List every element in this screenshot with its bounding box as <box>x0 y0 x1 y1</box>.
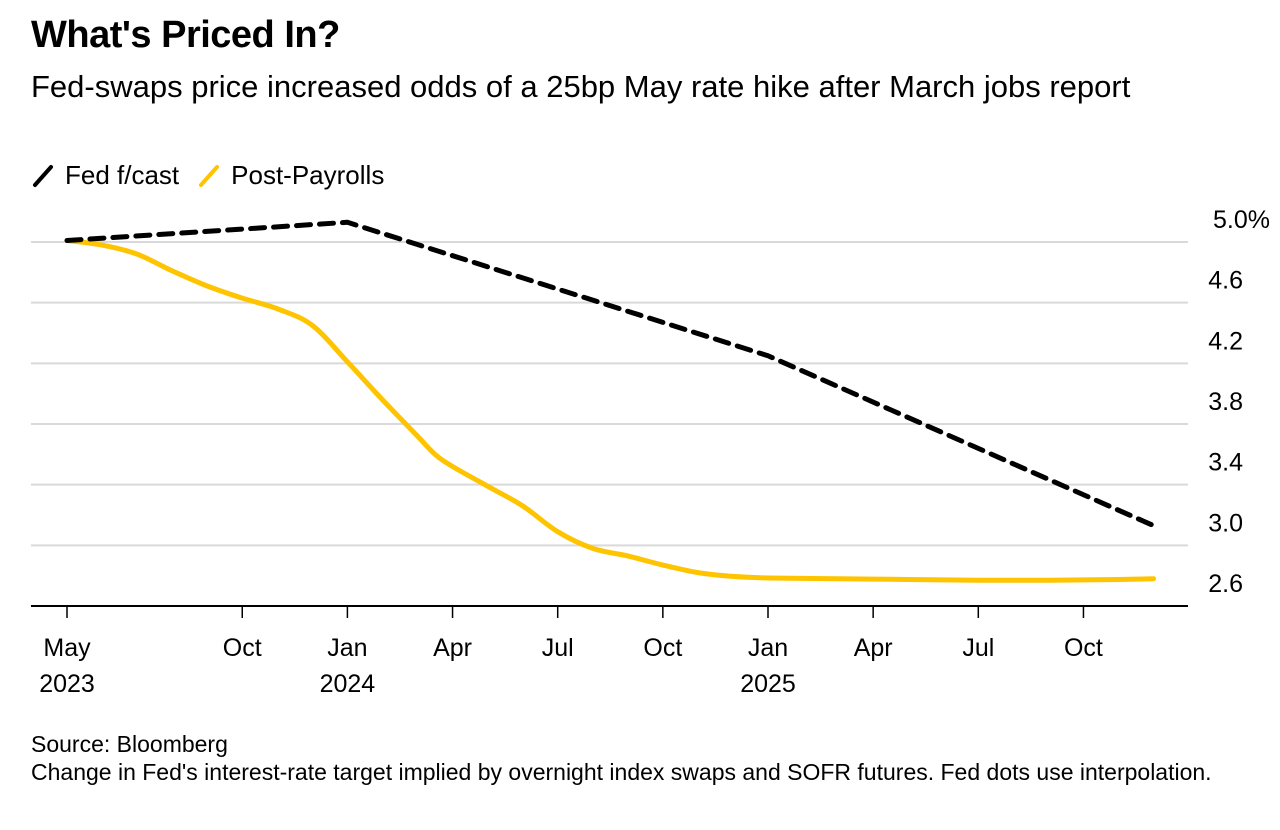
x-axis: May 2023 Oct Jan 2024 Apr Jul Oct Jan 2025 Apr Jul O… <box>31 605 1188 698</box>
y-tick-label: 3.4 <box>1208 449 1243 477</box>
y-tick-label: 4.2 <box>1208 327 1243 355</box>
series-lines <box>64 219 1157 583</box>
source-note: Source: Bloomberg <box>31 731 228 757</box>
x-tick-label: Jul <box>962 634 994 662</box>
x-tick-year-label: 2023 <box>39 670 95 698</box>
x-tick-label: Oct <box>223 634 262 662</box>
legend-swatch-post-payrolls <box>199 164 220 187</box>
y-tick-label: 5.0% <box>1213 206 1270 234</box>
x-tick-label: Oct <box>1064 634 1103 662</box>
y-tick-label: 3.8 <box>1208 388 1243 416</box>
chart-footer: Source: Bloomberg Change in Fed's intere… <box>31 730 1261 786</box>
legend-item-post-payrolls: Post-Payrolls <box>197 160 384 191</box>
x-tick-label: Jan <box>327 634 367 662</box>
x-tick-label: May <box>43 634 91 662</box>
series-line-post-payrolls <box>64 237 1157 583</box>
legend: Fed f/cast Post-Payrolls <box>31 160 402 191</box>
series-line-fed-forecast <box>64 219 1157 529</box>
x-tick-label: Apr <box>433 634 472 662</box>
x-tick-label: Jan <box>748 634 788 662</box>
chart-title: What's Priced In? <box>31 14 340 56</box>
chart-subtitle: Fed-swaps price increased odds of a 25bp… <box>31 69 1131 104</box>
gridlines <box>31 241 1188 547</box>
x-tick-year-label: 2025 <box>740 670 796 698</box>
x-tick-label: Jul <box>542 634 574 662</box>
y-tick-label: 4.6 <box>1208 267 1243 295</box>
y-tick-label: 3.0 <box>1208 509 1243 537</box>
legend-swatch-fed-forecast <box>33 164 53 187</box>
x-tick-year-label: 2024 <box>320 670 376 698</box>
y-axis-labels: 5.0% 4.6 4.2 3.8 3.4 3.0 2.6 <box>1208 206 1270 598</box>
x-tick-label: Apr <box>854 634 893 662</box>
legend-label: Fed f/cast <box>65 160 180 190</box>
x-tick-label: Oct <box>643 634 682 662</box>
legend-label: Post-Payrolls <box>231 160 385 190</box>
methodology-note: Change in Fed's interest-rate target imp… <box>31 759 1212 785</box>
legend-item-fed-forecast: Fed f/cast <box>31 160 179 191</box>
y-tick-label: 2.6 <box>1208 570 1243 598</box>
